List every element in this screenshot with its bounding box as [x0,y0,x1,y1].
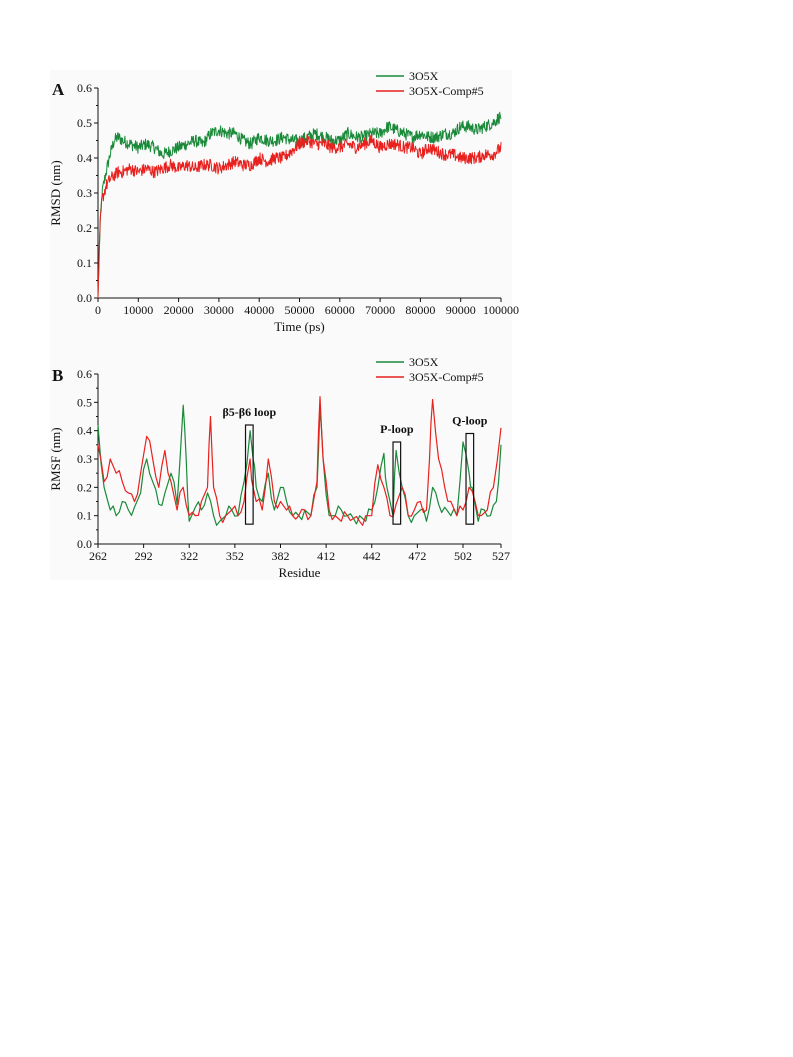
annotation-label: β5-β6 loop [222,405,276,419]
annotation-box [465,432,475,525]
annotation-box [392,441,402,525]
legend-entry: 3O5X [409,355,439,369]
x-tick-label: 60000 [325,303,355,317]
x-tick-label: 322 [180,549,198,563]
series-line-3O5X-Comp#5 [97,396,502,526]
x-tick-label: 262 [89,549,107,563]
panel-label: A [52,80,65,99]
x-tick-label: 382 [271,549,289,563]
x-tick-label: 70000 [365,303,395,317]
y-tick-label: 0.3 [77,186,92,200]
x-tick-label: 90000 [446,303,476,317]
x-axis-title: Residue [279,565,321,580]
x-tick-label: 50000 [285,303,315,317]
y-tick-label: 0.2 [77,221,92,235]
y-tick-label: 0.0 [77,537,92,551]
panel-label: B [52,366,63,385]
x-tick-label: 0 [95,303,101,317]
x-tick-label: 527 [492,549,510,563]
legend-entry: 3O5X-Comp#5 [409,370,484,384]
y-tick-label: 0.5 [77,395,92,409]
y-axis-title: RMSF (nm) [48,427,63,490]
y-tick-label: 0.1 [77,509,92,523]
x-tick-label: 40000 [244,303,274,317]
series-line-3O5X [97,404,502,526]
x-tick-label: 472 [408,549,426,563]
y-tick-label: 0.1 [77,256,92,270]
y-tick-label: 0.6 [77,81,92,95]
y-axis-title: RMSD (nm) [48,160,63,225]
series-line-3O5X-Comp#5 [97,134,502,299]
x-tick-label: 80000 [405,303,435,317]
x-tick-label: 20000 [164,303,194,317]
x-tick-label: 100000 [483,303,519,317]
annotation-label: Q-loop [452,414,488,428]
chart-panel-B: B 0.0 0.1 0.2 0.3 0.4 0.5 0.6 262 292 322 352 382 412… [48,355,510,580]
y-tick-label: 0.4 [77,424,92,438]
y-tick-label: 0.5 [77,116,92,130]
x-tick-label: 442 [363,549,381,563]
legend-entry: 3O5X [409,69,439,83]
x-tick-label: 292 [135,549,153,563]
annotation-label: P-loop [380,422,414,436]
series-line-3O5X [97,111,502,299]
y-tick-label: 0.3 [77,452,92,466]
y-tick-label: 0.2 [77,480,92,494]
x-tick-label: 412 [317,549,335,563]
x-tick-label: 352 [226,549,244,563]
y-tick-label: 0.4 [77,151,92,165]
legend-entry: 3O5X-Comp#5 [409,84,484,98]
chart-panel-A: A 0.0 0.1 0.2 0.3 0.4 0.5 0.6 0 10000 20000 30000 40… [48,69,519,334]
x-tick-label: 30000 [204,303,234,317]
y-tick-label: 0.0 [77,291,92,305]
y-tick-label: 0.6 [77,367,92,381]
annotation-box [244,424,254,525]
x-axis-title: Time (ps) [274,319,324,334]
x-tick-label: 502 [454,549,472,563]
x-tick-label: 10000 [123,303,153,317]
